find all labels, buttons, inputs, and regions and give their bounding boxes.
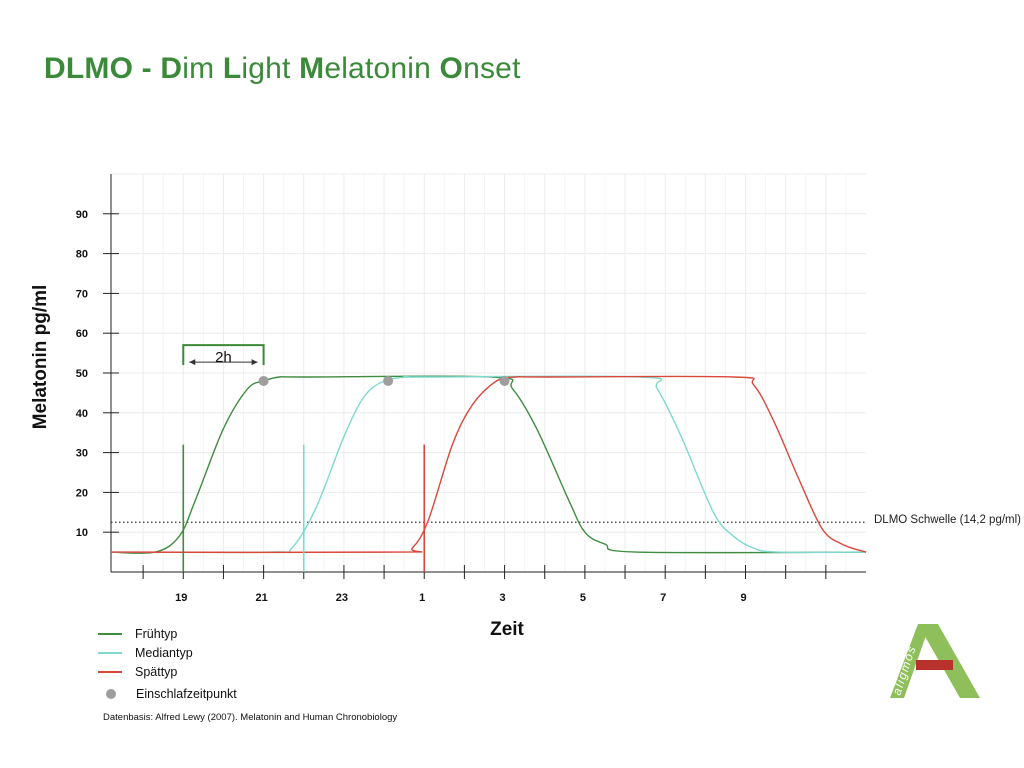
x-tick-label: 21 bbox=[255, 592, 267, 604]
y-tick-label: 40 bbox=[76, 408, 88, 420]
title-part: M bbox=[299, 52, 325, 85]
two-hour-arrow-left-icon bbox=[189, 359, 196, 366]
legend-item-einschlafzeitpunkt: Einschlafzeitpunkt bbox=[98, 684, 237, 703]
title-part: im bbox=[182, 52, 223, 85]
two-hour-bracket bbox=[182, 344, 265, 366]
y-tick-label: 30 bbox=[76, 448, 88, 460]
legend-label: Einschlafzeitpunkt bbox=[136, 686, 237, 701]
title-part: D bbox=[160, 52, 183, 85]
x-tick-label: 5 bbox=[580, 592, 586, 604]
title-part: L bbox=[222, 52, 242, 85]
logo-bar bbox=[916, 660, 953, 670]
legend-swatch-spaettyp bbox=[98, 670, 122, 673]
y-tick-label: 80 bbox=[76, 249, 88, 261]
legend-item-fruehtyp: Frühtyp bbox=[98, 624, 237, 643]
two-hour-arrow-right-icon bbox=[251, 359, 258, 366]
source-citation: Datenbasis: Alfred Lewy (2007). Melatoni… bbox=[103, 712, 398, 723]
two-hour-label: 2h bbox=[215, 349, 232, 366]
title-part: nset bbox=[463, 52, 521, 85]
title-part: O bbox=[439, 52, 464, 85]
legend-label: Spättyp bbox=[135, 664, 178, 679]
legend-label: Frühtyp bbox=[135, 626, 178, 641]
y-tick-label: 50 bbox=[76, 368, 88, 380]
logo-text: aligmos bbox=[890, 643, 919, 697]
y-tick-label: 70 bbox=[76, 288, 88, 300]
x-tick-label: 23 bbox=[336, 592, 348, 604]
y-tick-label: 20 bbox=[76, 487, 88, 499]
title-part: - bbox=[133, 52, 161, 85]
legend-item-mediantyp: Mediantyp bbox=[98, 643, 237, 662]
legend-label: Mediantyp bbox=[135, 645, 193, 660]
x-tick-label: 19 bbox=[175, 592, 187, 604]
sleep-onset-point bbox=[499, 375, 510, 386]
y-axis-label: Melatonin pg/ml bbox=[30, 284, 51, 430]
legend-swatch-fruehtyp bbox=[98, 632, 122, 635]
x-axis-label: Zeit bbox=[490, 619, 524, 640]
x-tick-label: 9 bbox=[740, 592, 746, 604]
x-tick-label: 7 bbox=[660, 592, 666, 604]
series-line-spaettyp bbox=[110, 375, 867, 554]
title-part: ight bbox=[241, 52, 300, 85]
page-title: DLMO - Dim Light Melatonin Onset bbox=[44, 52, 521, 86]
threshold-label: DLMO Schwelle (14,2 pg/ml) bbox=[874, 514, 1021, 526]
y-tick-label: 10 bbox=[76, 527, 88, 539]
sleep-onset-point bbox=[258, 375, 269, 386]
x-tick-label: 3 bbox=[500, 592, 506, 604]
x-tick-label: 1 bbox=[419, 592, 425, 604]
logo-left-stroke bbox=[890, 624, 930, 698]
legend-item-spaettyp: Spättyp bbox=[98, 662, 237, 681]
sleep-onset-point bbox=[383, 375, 394, 386]
title-part: DLMO bbox=[44, 52, 134, 85]
y-tick-label: 90 bbox=[76, 209, 88, 221]
logo-a-icon: aligmos bbox=[890, 624, 980, 698]
series-line-mediantyp bbox=[110, 375, 867, 554]
legend-dot-icon bbox=[106, 688, 116, 699]
series-line-fruehtyp bbox=[110, 375, 867, 554]
title-part: elatonin bbox=[324, 52, 440, 85]
legend: Frühtyp Mediantyp Spättyp Einschlafzeitp… bbox=[98, 624, 237, 703]
y-tick-label: 60 bbox=[76, 328, 88, 340]
legend-swatch-mediantyp bbox=[98, 651, 122, 654]
